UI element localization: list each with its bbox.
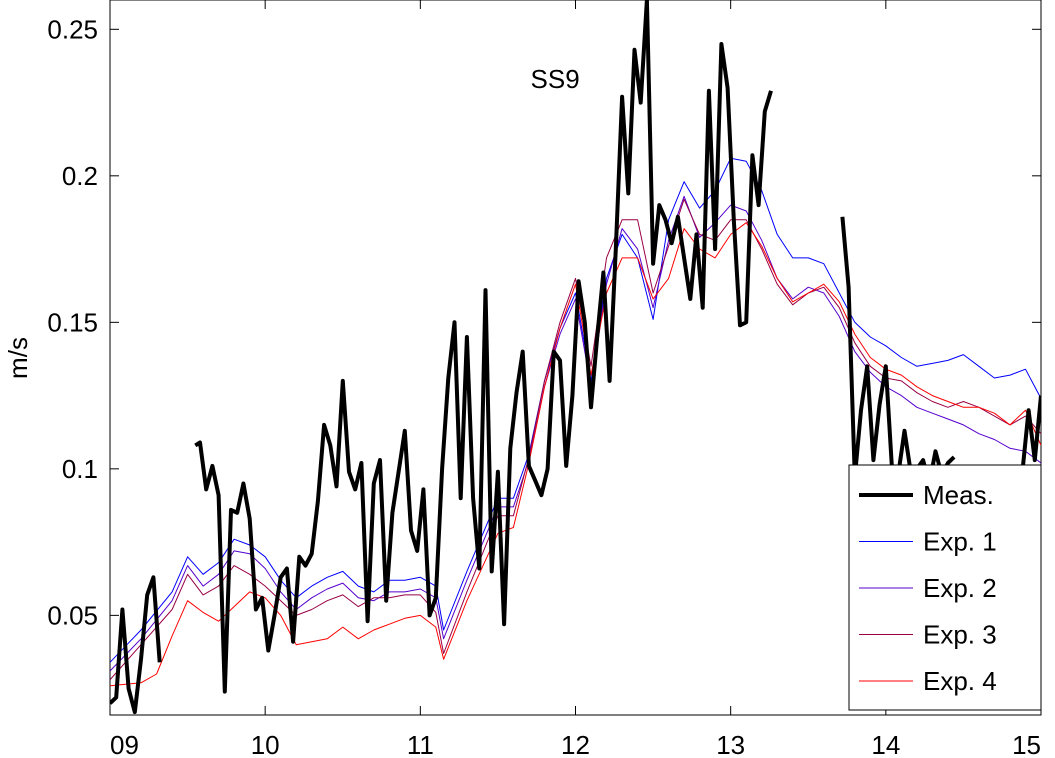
series-meas-line [1020, 395, 1041, 473]
x-tick-label: 10 [251, 730, 280, 758]
legend-label: Exp. 1 [923, 527, 997, 557]
x-tick-label: 12 [561, 730, 590, 758]
x-tick-label: 11 [407, 730, 434, 758]
legend-label: Meas. [923, 480, 994, 510]
y-tick-label: 0.25 [47, 14, 98, 44]
legend-label: Exp. 3 [923, 620, 997, 650]
series-meas-line [110, 575, 162, 715]
y-tick-label: 0.15 [47, 307, 98, 337]
y-tick-label: 0.1 [62, 454, 98, 484]
x-tick-label: 09 [110, 730, 139, 758]
x-tick-label: 14 [871, 730, 900, 758]
annotation-ss9: SS9 [531, 64, 580, 94]
y-tick-label: 0.05 [47, 600, 98, 630]
series-meas-line [194, 0, 773, 694]
y-axis-label: m/s [3, 337, 33, 379]
y-tick-label: 0.2 [62, 161, 98, 191]
x-tick-label: 13 [716, 730, 745, 758]
legend-label: Exp. 2 [923, 573, 997, 603]
legend-label: Exp. 4 [923, 666, 997, 696]
y-axis: 0.05 0.1 0.15 0.2 0.25 [47, 14, 1041, 630]
series-layer [110, 0, 1041, 715]
legend: Meas. Exp. 1 Exp. 2 Exp. 3 Exp. 4 [848, 464, 1042, 711]
x-tick-label: 15 [1012, 730, 1041, 758]
x-axis: 09 10 11 12 13 14 15 [109, 0, 1042, 758]
